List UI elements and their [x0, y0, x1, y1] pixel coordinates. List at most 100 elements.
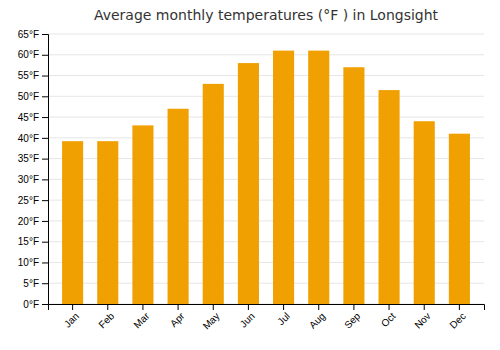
grid-line: [48, 75, 484, 76]
y-tick-label: 65°F: [18, 29, 39, 40]
tick-mark: [42, 283, 48, 284]
y-tick-label: 30°F: [18, 174, 39, 185]
x-tick-label: May: [201, 310, 222, 331]
tick-mark: [42, 221, 48, 222]
y-tick: 45°F: [18, 112, 48, 123]
y-tick: 5°F: [23, 278, 48, 289]
x-tick-label: Apr: [168, 310, 187, 329]
y-tick: 60°F: [18, 49, 48, 60]
bar: [168, 109, 189, 304]
x-tick-label: Dec: [448, 310, 468, 330]
y-tick: 10°F: [18, 257, 48, 268]
x-tick-label: Jan: [62, 310, 81, 329]
x-tick: Jun: [238, 304, 257, 330]
x-tick: May: [201, 304, 222, 332]
x-tick: Jan: [62, 304, 81, 330]
y-tick-label: 25°F: [18, 195, 39, 206]
y-tick-label: 5°F: [23, 278, 39, 289]
tick-mark: [42, 200, 48, 201]
x-tick-label: Oct: [379, 310, 398, 329]
bar: [273, 51, 294, 304]
y-tick: 30°F: [18, 174, 48, 185]
bar: [203, 84, 224, 304]
x-tick-label: Aug: [307, 310, 327, 330]
title: Average monthly temperatures (°F ) in Lo…: [94, 7, 439, 23]
x-tick-label: Sep: [342, 310, 363, 331]
tick-mark: [42, 76, 48, 77]
y-tick-label: 60°F: [18, 49, 39, 60]
x-axis: Jan Feb Mar Apr May Jun Jul Aug Sep Oct Nov Dec: [49, 304, 485, 332]
x-tick: Mar: [131, 304, 151, 330]
tick-mark: [213, 304, 214, 310]
tick-mark: [42, 55, 48, 56]
y-tick: 25°F: [18, 195, 48, 206]
bar: [414, 121, 435, 304]
grid-line: [48, 96, 484, 97]
y-tick: 65°F: [18, 29, 48, 40]
bar: [238, 63, 259, 304]
y-tick: 35°F: [18, 153, 48, 164]
tick-mark: [178, 304, 179, 310]
x-tick-label: Feb: [96, 310, 116, 330]
y-tick: 15°F: [18, 236, 48, 247]
tick-mark: [248, 304, 249, 310]
chart: Jan Feb Mar Apr May Jun Jul Aug Sep Oct Nov Dec 0°F 5…: [0, 0, 500, 350]
tick-mark: [42, 34, 48, 35]
y-tick: 40°F: [18, 133, 48, 144]
y-tick-label: 40°F: [18, 133, 39, 144]
grid: [48, 34, 484, 304]
bars: [62, 51, 470, 304]
y-tick-label: 55°F: [18, 70, 39, 81]
y-tick-label: 20°F: [18, 216, 39, 227]
axis-line: [42, 35, 49, 305]
y-tick-label: 15°F: [18, 236, 39, 247]
x-tick: Jul: [275, 304, 292, 327]
tick-mark: [142, 304, 143, 310]
x-tick: Nov: [412, 304, 432, 331]
y-tick-label: 50°F: [18, 91, 39, 102]
y-tick-label: 45°F: [18, 112, 39, 123]
tick-mark: [42, 96, 48, 97]
y-tick-label: 0°F: [23, 299, 39, 310]
y-tick: 0°F: [23, 299, 48, 310]
bar: [62, 141, 83, 304]
tick-mark: [283, 304, 284, 310]
tick-mark: [42, 179, 48, 180]
bar: [132, 125, 153, 304]
x-tick: Apr: [168, 304, 187, 329]
bar: [449, 134, 470, 304]
y-tick: 55°F: [18, 70, 48, 81]
tick-mark: [318, 304, 319, 310]
bar: [97, 141, 118, 304]
tick-mark: [42, 138, 48, 139]
tick-mark: [424, 304, 425, 310]
x-tick: Dec: [448, 304, 468, 331]
y-tick-label: 35°F: [18, 153, 39, 164]
tick-mark: [42, 117, 48, 118]
x-tick: Feb: [96, 304, 116, 330]
tick-mark: [42, 159, 48, 160]
tick-mark: [459, 304, 460, 310]
bar: [379, 90, 400, 304]
tick-mark: [42, 262, 48, 263]
x-tick-label: Mar: [131, 310, 151, 330]
bar: [308, 51, 329, 304]
x-tick-label: Nov: [412, 310, 432, 330]
y-axis: 0°F 5°F 10°F 15°F 20°F 25°F 30°F 35°F 40°F 45°F 50…: [18, 29, 49, 310]
y-tick: 20°F: [18, 216, 48, 227]
tick-mark: [42, 304, 48, 305]
tick-mark: [107, 304, 108, 310]
x-tick-label: Jun: [238, 310, 257, 329]
plot: Jan Feb Mar Apr May Jun Jul Aug Sep Oct Nov Dec 0°F 5…: [18, 29, 485, 332]
y-tick-label: 10°F: [18, 257, 39, 268]
tick-mark: [389, 304, 390, 310]
x-tick: Oct: [379, 304, 398, 329]
y-tick: 50°F: [18, 91, 48, 102]
x-tick: Aug: [307, 304, 327, 331]
x-tick-label: Jul: [275, 310, 292, 327]
bar: [343, 67, 364, 304]
tick-mark: [72, 304, 73, 310]
grid-line: [48, 117, 484, 118]
axis-line: [49, 305, 485, 311]
grid-line: [48, 34, 484, 35]
